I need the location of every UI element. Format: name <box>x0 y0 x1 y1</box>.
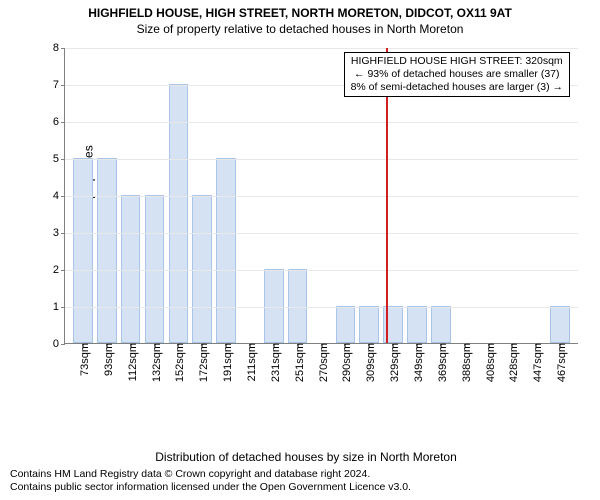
x-tick-label: 467sqm <box>552 343 568 382</box>
footer-attribution: Contains HM Land Registry data © Crown c… <box>10 468 411 494</box>
y-tick-mark <box>61 344 65 345</box>
annotation-line-3: 8% of semi-detached houses are larger (3… <box>351 81 563 94</box>
gridline <box>65 270 578 271</box>
gridline <box>65 233 578 234</box>
gridline <box>65 48 578 49</box>
gridline <box>65 307 578 308</box>
y-tick-mark <box>61 196 65 197</box>
x-tick-label: 211sqm <box>242 343 258 381</box>
x-tick-label: 231sqm <box>266 343 282 382</box>
y-tick-mark <box>61 307 65 308</box>
bar <box>336 306 356 343</box>
x-tick-label: 93sqm <box>99 343 115 376</box>
x-tick-label: 447sqm <box>528 343 544 382</box>
x-tick-label: 309sqm <box>361 343 377 382</box>
chart-title: HIGHFIELD HOUSE, HIGH STREET, NORTH MORE… <box>0 6 600 20</box>
annotation-box: HIGHFIELD HOUSE HIGH STREET: 320sqm ← 93… <box>344 52 570 97</box>
x-tick-label: 428sqm <box>504 343 520 382</box>
bar <box>97 158 117 343</box>
y-tick-mark <box>61 270 65 271</box>
x-tick-label: 251sqm <box>290 343 306 382</box>
footer-line-1: Contains HM Land Registry data © Crown c… <box>10 468 411 481</box>
x-tick-label: 112sqm <box>123 343 139 381</box>
x-tick-label: 172sqm <box>194 343 210 382</box>
plot-area: HIGHFIELD HOUSE HIGH STREET: 320sqm ← 93… <box>64 48 578 344</box>
y-tick-mark <box>61 122 65 123</box>
chart-subtitle: Size of property relative to detached ho… <box>0 22 600 36</box>
gridline <box>65 159 578 160</box>
bar <box>288 269 308 343</box>
x-tick-label: 73sqm <box>75 343 91 376</box>
chart-container: HIGHFIELD HOUSE, HIGH STREET, NORTH MORE… <box>0 0 600 500</box>
x-tick-label: 408sqm <box>481 343 497 382</box>
y-tick-mark <box>61 48 65 49</box>
x-tick-label: 369sqm <box>433 343 449 382</box>
x-tick-label: 349sqm <box>409 343 425 382</box>
y-tick-mark <box>61 85 65 86</box>
x-tick-label: 132sqm <box>147 343 163 382</box>
bar <box>145 195 165 343</box>
bar <box>121 195 141 343</box>
chart-area: Number of detached properties HIGHFIELD … <box>28 48 584 408</box>
annotation-line-2: ← 93% of detached houses are smaller (37… <box>351 68 563 81</box>
bar <box>192 195 212 343</box>
x-tick-label: 191sqm <box>218 343 234 382</box>
annotation-line-1: HIGHFIELD HOUSE HIGH STREET: 320sqm <box>351 55 563 68</box>
x-tick-label: 290sqm <box>337 343 353 382</box>
y-tick-mark <box>61 159 65 160</box>
x-tick-label: 152sqm <box>170 343 186 382</box>
x-tick-label: 329sqm <box>385 343 401 382</box>
bar <box>216 158 236 343</box>
bar <box>550 306 570 343</box>
bar <box>73 158 93 343</box>
bar <box>359 306 379 343</box>
gridline <box>65 122 578 123</box>
x-axis-label: Distribution of detached houses by size … <box>28 450 584 464</box>
bar <box>431 306 451 343</box>
gridline <box>65 196 578 197</box>
footer-line-2: Contains public sector information licen… <box>10 481 411 494</box>
bar <box>407 306 427 343</box>
x-tick-label: 388sqm <box>457 343 473 382</box>
bar <box>264 269 284 343</box>
y-tick-mark <box>61 233 65 234</box>
x-tick-label: 270sqm <box>314 343 330 382</box>
